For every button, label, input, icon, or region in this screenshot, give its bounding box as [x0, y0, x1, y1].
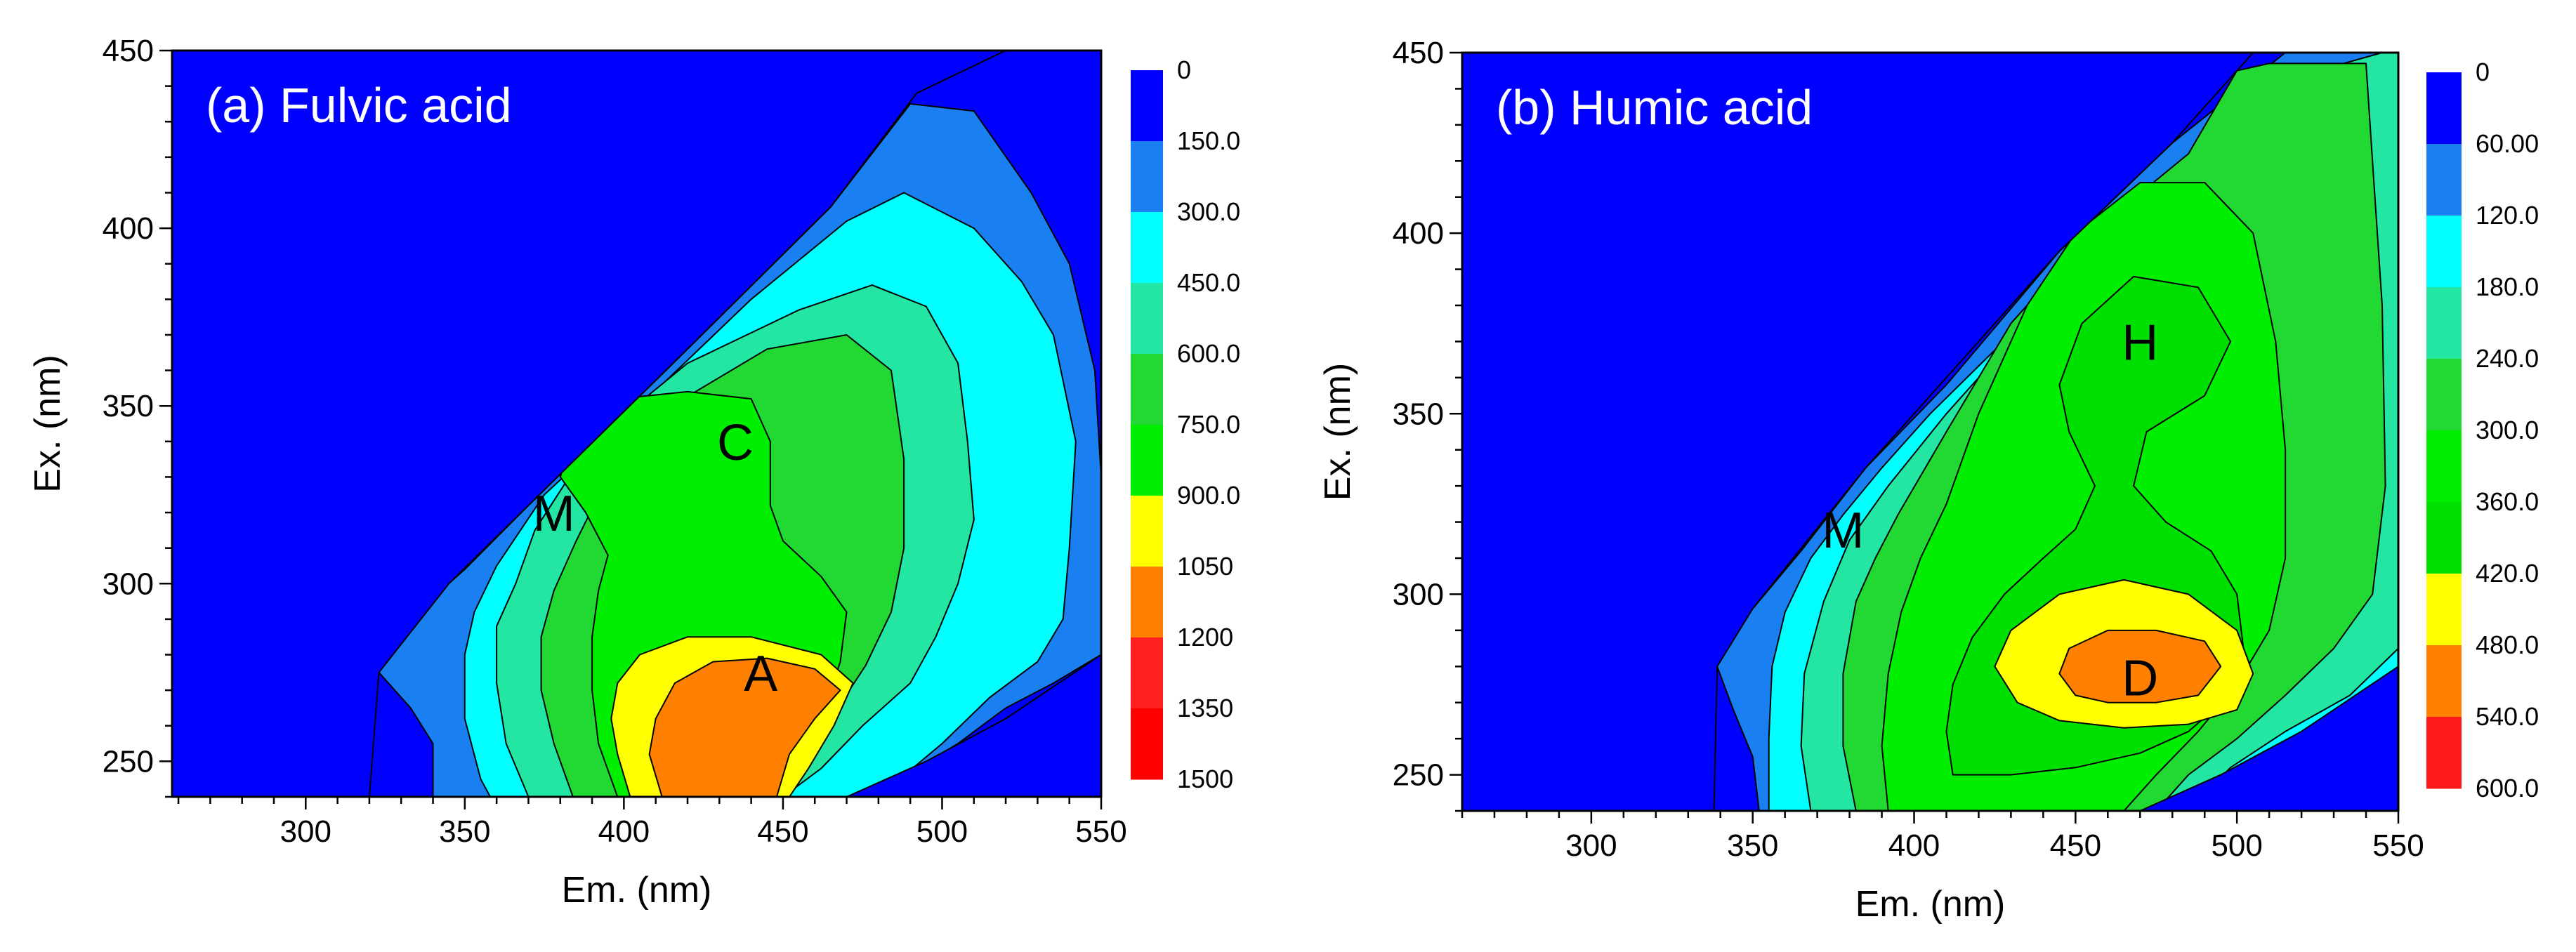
colorbar-segment — [2426, 359, 2462, 431]
x-tick-label: 300 — [1565, 828, 1617, 863]
colorbar-segment — [2426, 72, 2462, 145]
panel-title: (b) Humic acid — [1496, 80, 1813, 135]
y-tick-label: 450 — [1393, 36, 1444, 70]
peak-label-M: M — [533, 486, 575, 542]
colorbar-segment — [2426, 216, 2462, 288]
colorbar-label: 540.0 — [2476, 702, 2539, 731]
colorbar-label: 1200 — [1177, 623, 1233, 652]
colorbar-label: 0 — [2476, 58, 2490, 86]
y-tick-label: 300 — [1393, 577, 1444, 611]
masked-region-upper — [1462, 53, 2254, 811]
x-axis-title: Em. (nm) — [562, 870, 712, 911]
colorbar-segment — [1131, 637, 1163, 709]
x-axis-title: Em. (nm) — [1855, 884, 2006, 925]
masked-region-upper — [172, 51, 1006, 797]
colorbar-label: 1050 — [1177, 552, 1233, 581]
colorbar-segment — [1131, 708, 1163, 780]
contour-level-8 — [2058, 629, 2222, 703]
y-tick-label: 450 — [103, 34, 154, 68]
x-tick-label: 450 — [2050, 828, 2101, 863]
plot-frame — [1461, 51, 2400, 812]
y-tick-label: 400 — [1393, 216, 1444, 251]
y-tick-label: 350 — [103, 389, 154, 423]
chart-panel-0: 300 350 400 450 500 550 250 300 350 400 450 Em. (nm… — [27, 34, 1240, 911]
colorbar-label: 60.00 — [2476, 129, 2539, 158]
colorbar-segment — [2426, 645, 2462, 718]
colorbar-segment — [2426, 144, 2462, 216]
colorbar-label: 180.0 — [2476, 272, 2539, 301]
contour-area — [172, 51, 1101, 797]
colorbar-segment — [1131, 496, 1163, 567]
x-tick-label: 500 — [2211, 828, 2262, 863]
colorbar-segment — [1131, 425, 1163, 496]
colorbar-label: 600.0 — [2476, 774, 2539, 802]
y-tick-label: 350 — [1393, 397, 1444, 431]
colorbar-label: 120.0 — [2476, 201, 2539, 230]
colorbar-segment — [2426, 717, 2462, 789]
x-tick-label: 300 — [280, 814, 331, 849]
x-tick-label: 400 — [1888, 828, 1940, 863]
colorbar-segment — [1131, 212, 1163, 284]
colorbar-label: 600.0 — [1177, 339, 1240, 368]
contour-area — [1462, 53, 2398, 811]
colorbar-label: 450.0 — [1177, 268, 1240, 297]
colorbar-label: 1350 — [1177, 694, 1233, 722]
colorbar-label: 900.0 — [1177, 481, 1240, 510]
y-axis-title: Ex. (nm) — [27, 355, 68, 492]
colorbar-label: 0 — [1177, 55, 1191, 84]
peak-label-D: D — [2122, 651, 2158, 707]
colorbar-segment — [2426, 502, 2462, 574]
y-axis-title: Ex. (nm) — [1317, 363, 1358, 501]
y-tick-label: 250 — [1393, 758, 1444, 793]
colorbar-label: 480.0 — [2476, 630, 2539, 659]
contour-level-7 — [648, 657, 841, 797]
x-tick-label: 550 — [2372, 828, 2424, 863]
colorbar-segment — [1131, 567, 1163, 638]
colorbar-segment — [2426, 430, 2462, 503]
panel-title: (a) Fulvic acid — [206, 78, 512, 133]
colorbar-label: 750.0 — [1177, 410, 1240, 439]
colorbar-segment — [1131, 354, 1163, 425]
x-tick-label: 350 — [439, 814, 490, 849]
y-tick-label: 400 — [103, 211, 154, 246]
peak-label-A: A — [744, 646, 777, 702]
x-tick-label: 500 — [916, 814, 968, 849]
colorbar-label: 300.0 — [2476, 416, 2539, 444]
x-tick-label: 350 — [1727, 828, 1778, 863]
peak-label-M: M — [1822, 503, 1864, 559]
colorbar-segment — [2426, 574, 2462, 646]
colorbar-label: 360.0 — [2476, 487, 2539, 516]
colorbar-label: 300.0 — [1177, 197, 1240, 226]
chart-panel-1: 300 350 400 450 500 550 250 300 350 400 450 Em. (nm… — [1317, 36, 2539, 925]
peak-label-C: C — [717, 415, 754, 471]
masked-region-lower — [2139, 666, 2398, 811]
colorbar-label: 240.0 — [2476, 344, 2539, 373]
x-tick-label: 400 — [598, 814, 650, 849]
x-tick-label: 450 — [757, 814, 808, 849]
colorbar-label: 420.0 — [2476, 559, 2539, 588]
y-tick-label: 300 — [103, 567, 154, 601]
colorbar-segment — [1131, 70, 1163, 142]
colorbar-segment — [1131, 283, 1163, 355]
masked-region-lower — [846, 654, 1101, 797]
colorbar-segment — [2426, 287, 2462, 359]
plot-frame — [171, 49, 1103, 798]
colorbar-label: 150.0 — [1177, 126, 1240, 155]
peak-label-H: H — [2122, 315, 2158, 371]
y-tick-label: 250 — [103, 744, 154, 779]
colorbar-segment — [1131, 141, 1163, 213]
x-tick-label: 550 — [1075, 814, 1126, 849]
colorbar-label: 1500 — [1177, 765, 1233, 793]
